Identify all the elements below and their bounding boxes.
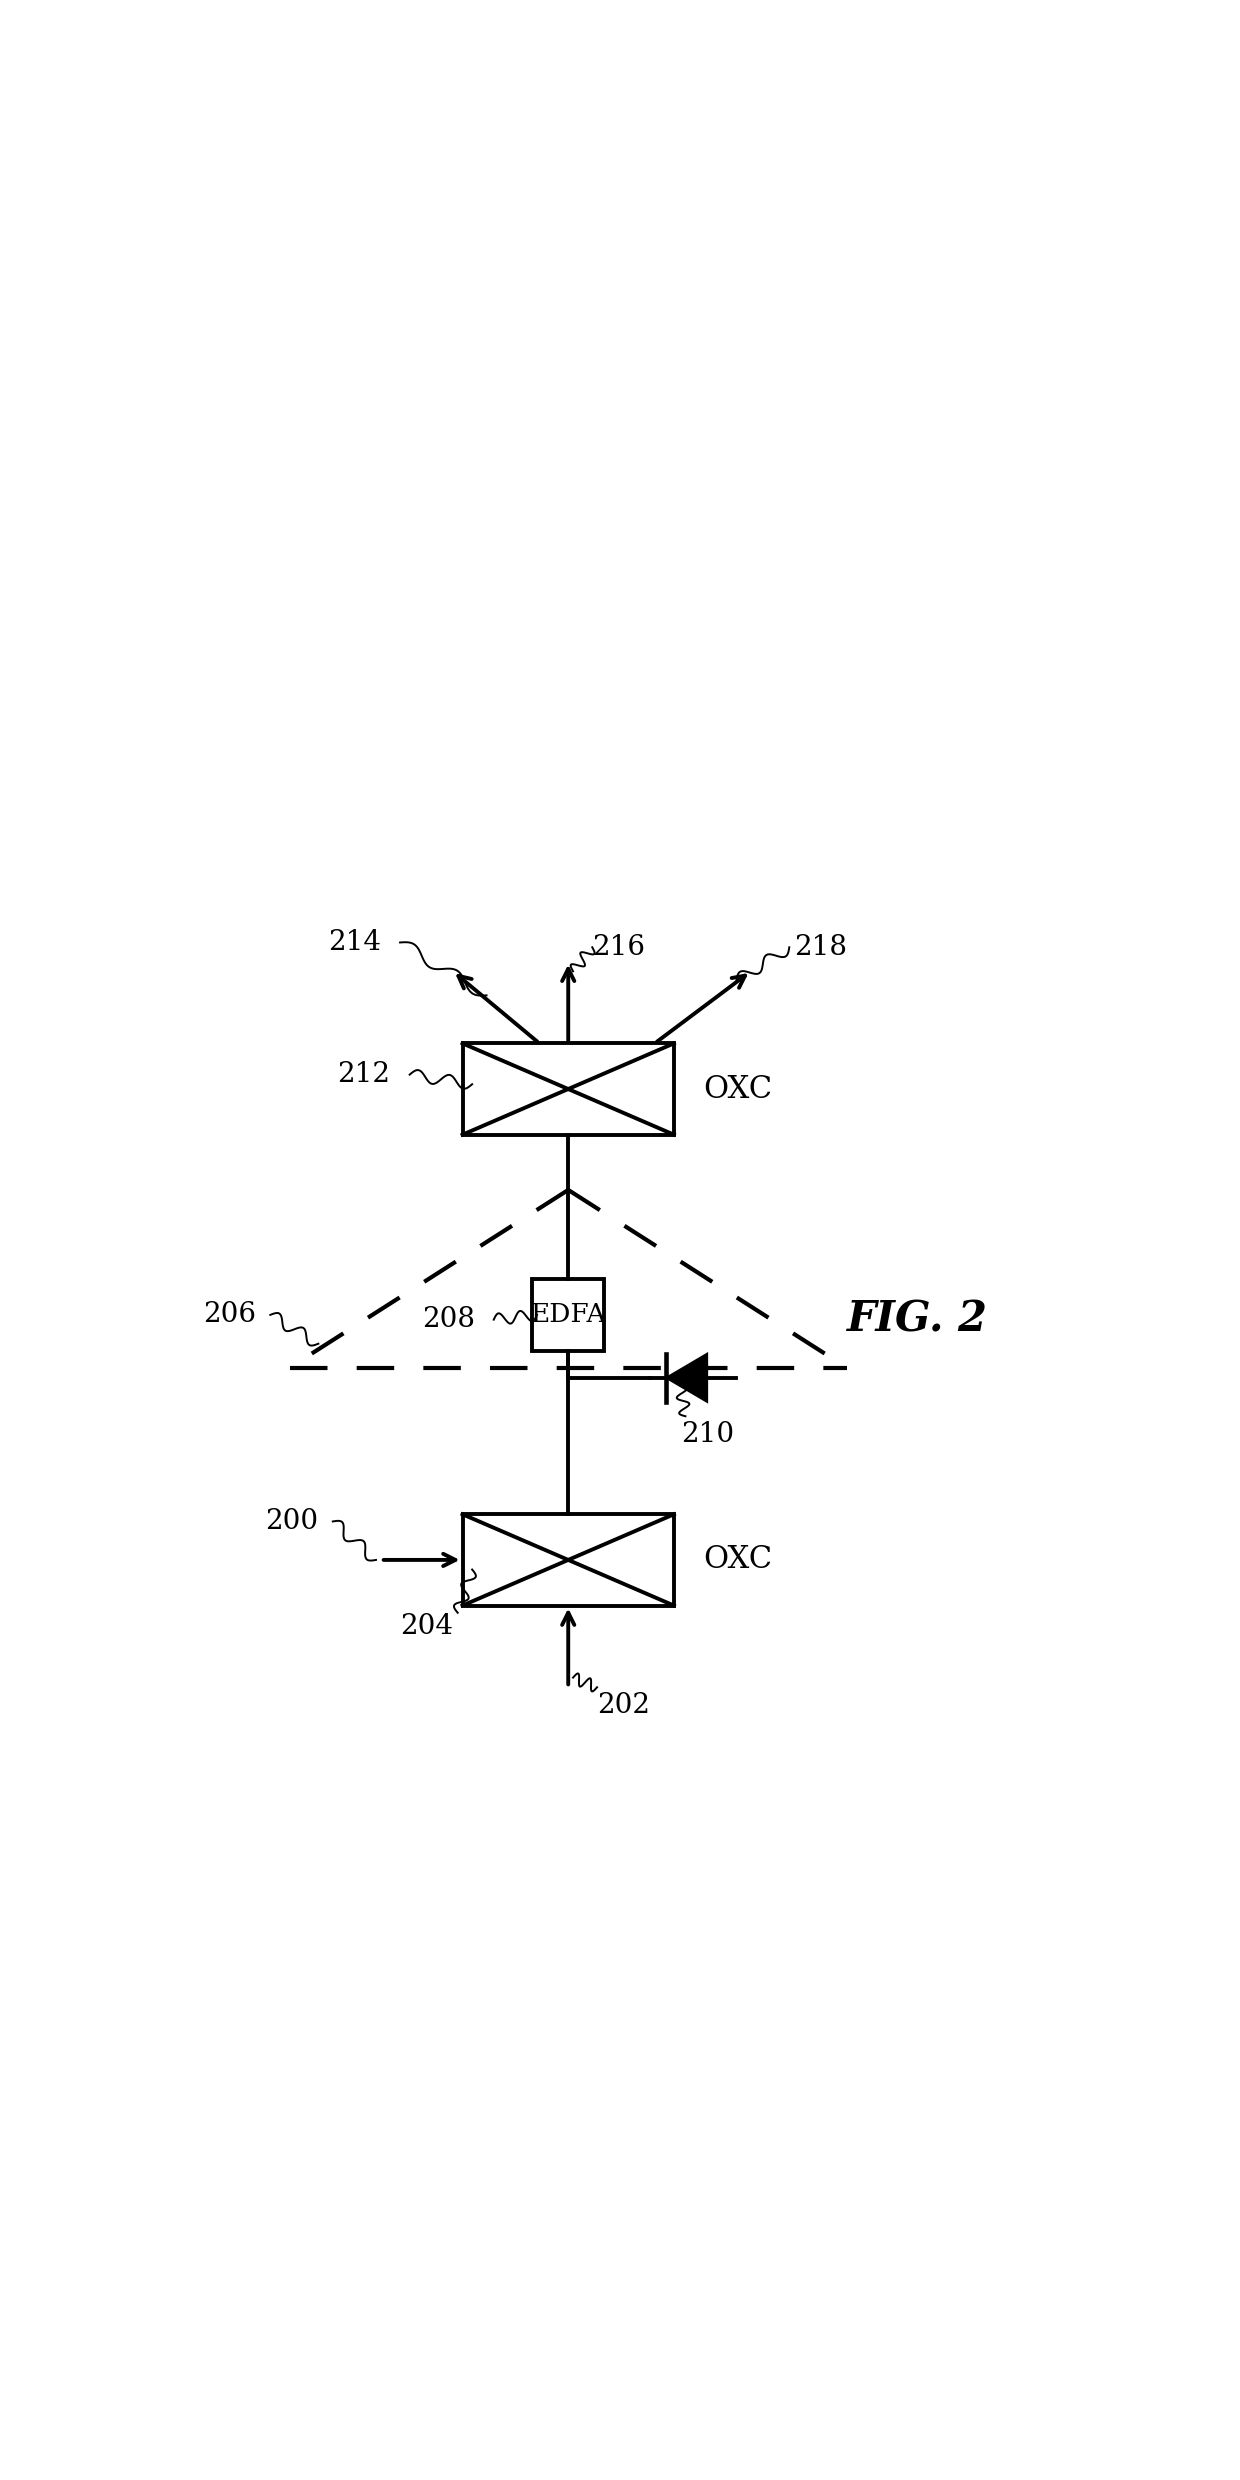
Text: 210: 210 (681, 1421, 734, 1448)
Text: FIG. 2: FIG. 2 (847, 1300, 988, 1342)
Text: 206: 206 (203, 1302, 255, 1329)
Text: EDFA: EDFA (531, 1302, 606, 1327)
Text: OXC: OXC (703, 1545, 771, 1575)
Text: 212: 212 (337, 1061, 391, 1089)
Text: 216: 216 (593, 935, 645, 960)
Text: 214: 214 (327, 930, 381, 955)
Text: 218: 218 (794, 935, 847, 960)
Polygon shape (666, 1354, 707, 1401)
Text: OXC: OXC (703, 1074, 771, 1104)
Text: 204: 204 (401, 1612, 453, 1639)
Text: 200: 200 (265, 1508, 319, 1535)
Text: 208: 208 (422, 1307, 475, 1334)
Text: 202: 202 (596, 1691, 650, 1719)
